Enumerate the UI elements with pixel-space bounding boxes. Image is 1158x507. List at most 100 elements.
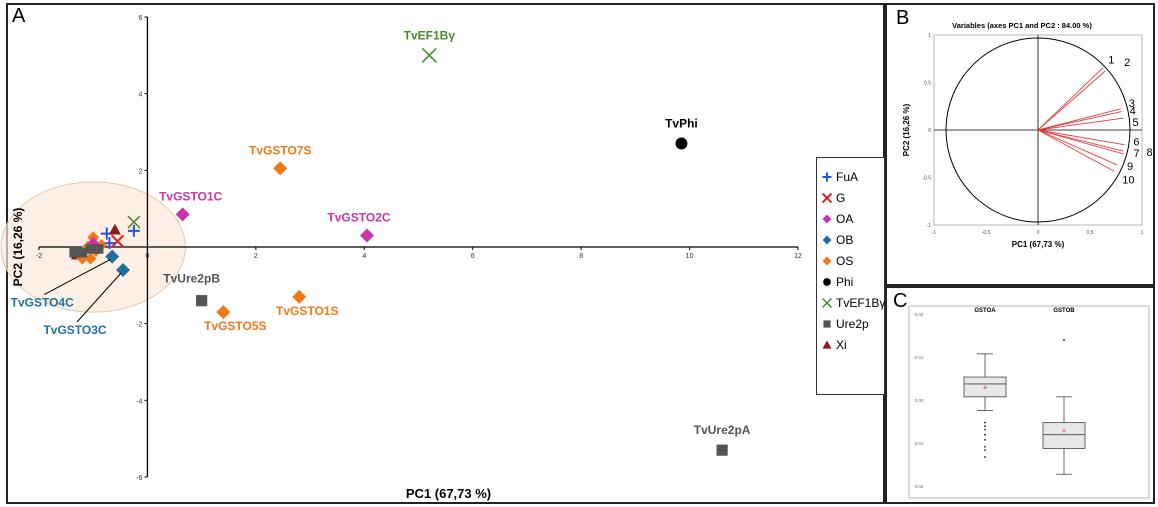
legend-item: OA	[817, 208, 884, 229]
ob-marker	[105, 249, 120, 264]
data-point	[69, 247, 80, 258]
xi-marker	[822, 340, 832, 349]
variable-vector	[1037, 117, 1124, 131]
legend-item: OS	[817, 250, 884, 271]
legend-item: Phi	[817, 271, 884, 292]
boxplot: 0.02 0.01 0.00 0.01 0.02 GSTOA + GSTOB +	[908, 305, 1150, 499]
y-tick-label: -6	[136, 475, 142, 482]
legend-marker	[822, 256, 832, 265]
data-point	[116, 263, 131, 277]
y-tick-label: 0.01	[915, 441, 924, 446]
vector-label: 8	[1146, 147, 1152, 159]
y-axis-label: PC2 (16,26 %)	[902, 103, 911, 156]
tvef1b-marker	[821, 297, 833, 308]
variable-vector	[1037, 108, 1121, 131]
vector-label: 9	[1127, 161, 1133, 173]
mean-marker: +	[1061, 426, 1066, 436]
ure2p-marker	[77, 247, 88, 258]
legend-label: Phi	[836, 274, 854, 289]
y-tick-label: -0,5	[922, 176, 931, 182]
y-tick-label: 0.02	[915, 312, 924, 317]
x-axis-label: PC1 (67,73 %)	[1012, 240, 1065, 249]
callout-line	[76, 272, 122, 323]
box	[1042, 422, 1086, 449]
tvef1b-marker	[421, 47, 437, 63]
ob-marker	[116, 263, 131, 277]
y-tick-label: 6	[139, 15, 143, 22]
legend: FuA G OA OB OS Phi TvEF1Bγ Ure2p Xi	[816, 157, 885, 395]
ob-marker	[822, 235, 832, 244]
x-tick-label: 2	[254, 253, 258, 260]
legend-marker	[822, 214, 832, 223]
plot-frame	[908, 305, 1150, 499]
outlier-point	[984, 438, 986, 441]
category-label: GSTOB	[1053, 308, 1075, 314]
legend-label: OS	[836, 253, 854, 268]
legend-item: Xi	[817, 334, 884, 355]
panel-b: B Variables (axes PC1 and PC2 : 84.00 %)…	[885, 3, 1155, 286]
data-point	[110, 234, 125, 248]
mean-marker: +	[982, 382, 987, 392]
x-tick-label: 0,5	[1087, 230, 1094, 236]
point-label: TvGSTO4C	[11, 296, 74, 310]
y-tick-label: 0.02	[915, 484, 924, 489]
x-tick-label: 8	[579, 253, 583, 260]
point-label: TvGSTO1C	[159, 189, 222, 203]
legend-marker	[821, 297, 833, 308]
point-label: TvGSTO3C	[43, 323, 106, 337]
y-tick-label: 2	[139, 168, 143, 175]
oa-marker	[359, 228, 374, 243]
data-point	[127, 224, 140, 237]
y-tick-label: 1	[928, 33, 931, 39]
data-point	[103, 237, 116, 250]
g-marker	[110, 234, 125, 248]
x-tick-label: 12	[794, 253, 802, 260]
y-tick-label: -4	[136, 398, 142, 405]
legend-item: G	[817, 187, 884, 208]
point-label: TvGSTO5S	[204, 319, 266, 333]
data-point	[675, 137, 688, 150]
panel-c-letter: C	[893, 290, 908, 312]
variables-circle-plot: Variables (axes PC1 and PC2 : 84.00 %) -1…	[902, 21, 1153, 249]
legend-label: Xi	[836, 337, 847, 352]
point-label: TvGSTO7S	[249, 143, 311, 157]
x-tick-label: 10	[686, 253, 694, 260]
data-point	[85, 244, 96, 254]
y-tick-label: 0	[928, 128, 931, 134]
data-point	[359, 228, 374, 243]
data-point	[77, 247, 88, 258]
phi-marker	[823, 277, 831, 286]
data-point	[127, 215, 141, 229]
point-label: TvPhi	[665, 117, 698, 131]
panel-b-letter: B	[896, 7, 910, 29]
legend-label: TvEF1Bγ	[836, 295, 886, 310]
legend-label: FuA	[836, 169, 859, 184]
oa-marker	[175, 207, 190, 222]
x-tick-label: 4	[362, 253, 366, 260]
panel-a-letter: A	[12, 5, 26, 27]
variable-vector	[1037, 129, 1115, 172]
variable-vector	[1037, 129, 1118, 166]
data-point	[273, 161, 288, 176]
legend-item: OB	[817, 229, 884, 250]
outlier-point	[984, 456, 986, 458]
point-label: TvUre2pA	[694, 423, 751, 437]
x-axis-label: PC1 (67,73 %)	[406, 486, 491, 501]
tvef1b-marker	[127, 215, 141, 229]
data-point	[216, 305, 231, 320]
legend-item: Ure2p	[817, 313, 884, 334]
panel-c: C 0.02 0.01 0.00 0.01 0.02 GSTOA + GSTOB +	[885, 286, 1155, 504]
x-tick-label: 6	[471, 253, 475, 260]
vector-label: 5	[1132, 117, 1138, 129]
os-marker	[216, 305, 231, 320]
ure2p-marker	[69, 247, 80, 258]
vector-label: 1	[1108, 54, 1114, 66]
point-label: TvGSTO1S	[276, 304, 338, 318]
outlier-point	[984, 425, 986, 427]
legend-item: FuA	[817, 166, 884, 187]
callout-line	[43, 259, 111, 296]
vector-label: 7	[1133, 148, 1139, 160]
panel-a: A -2 0 2 4 6 8 10 12 -6 -4 -2 2 4 6 PC1 (67,73 %) PC2 (…	[0, 3, 885, 504]
chart-title: Variables (axes PC1 and PC2 : 84.00 %)	[952, 21, 1092, 30]
os-marker	[84, 252, 97, 265]
